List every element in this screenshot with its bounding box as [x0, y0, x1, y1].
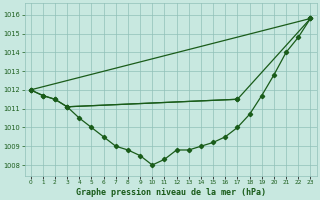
- X-axis label: Graphe pression niveau de la mer (hPa): Graphe pression niveau de la mer (hPa): [76, 188, 266, 197]
